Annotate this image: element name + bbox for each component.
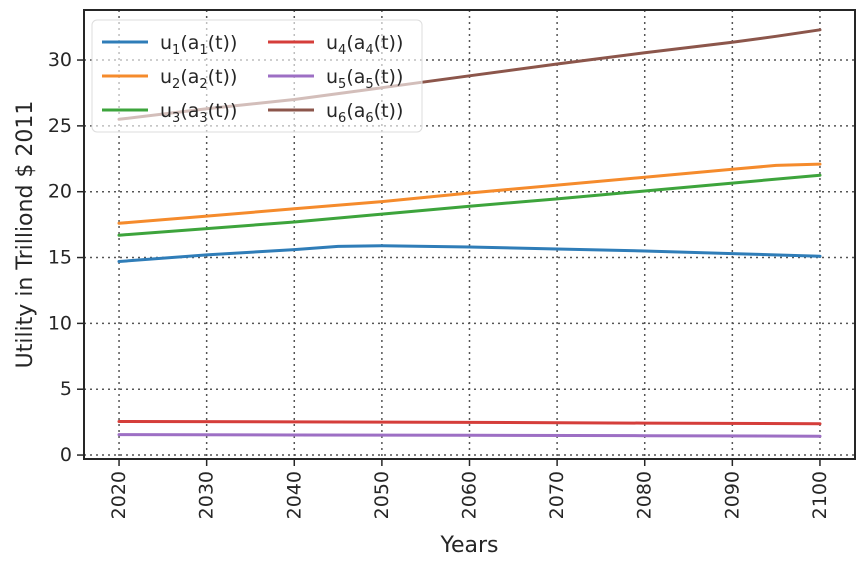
x-tick-label: 2020 bbox=[108, 471, 130, 519]
legend-entry-u4: u4(a4(t)) bbox=[326, 32, 403, 58]
y-axis-ticks: 0 5 10 15 20 25 30 bbox=[48, 49, 84, 466]
x-tick-label: 2100 bbox=[809, 471, 831, 519]
legend-entry-u6: u6(a6(t)) bbox=[326, 100, 403, 126]
legend-entry-u5: u5(a5(t)) bbox=[326, 66, 403, 92]
x-tick-label: 2070 bbox=[546, 471, 568, 519]
y-tick-label: 10 bbox=[48, 312, 72, 334]
series-line-u3 bbox=[117, 173, 822, 237]
y-tick-label: 5 bbox=[60, 378, 72, 400]
legend-entry-u1: u1(a1(t)) bbox=[160, 32, 237, 58]
y-axis-label: Utility in Trilliond $ 2011 bbox=[13, 101, 38, 369]
y-tick-label: 20 bbox=[48, 181, 72, 203]
x-axis-ticks: 2020 2030 2040 2050 2060 2070 2080 2090 2100 bbox=[108, 459, 831, 519]
x-tick-label: 2050 bbox=[371, 471, 393, 519]
series-line-u1 bbox=[117, 244, 822, 263]
x-tick-label: 2090 bbox=[721, 471, 743, 519]
legend-box bbox=[91, 19, 423, 133]
y-tick-label: 15 bbox=[48, 247, 72, 269]
y-tick-label: 0 bbox=[60, 444, 72, 466]
legend-entry-u3: u3(a3(t)) bbox=[160, 100, 237, 126]
y-tick-label: 30 bbox=[48, 49, 72, 71]
series-line-u5 bbox=[117, 433, 822, 438]
legend: u1(a1(t)) u2(a2(t)) u3(a3(t)) u4(a4(t)) u5(a… bbox=[91, 19, 423, 133]
x-tick-label: 2040 bbox=[283, 471, 305, 519]
legend-entry-u2: u2(a2(t)) bbox=[160, 66, 237, 92]
series-line-u4 bbox=[117, 420, 822, 426]
x-tick-label: 2030 bbox=[196, 471, 218, 519]
x-tick-label: 2080 bbox=[634, 471, 656, 519]
series-line-u2 bbox=[117, 162, 822, 225]
y-tick-label: 25 bbox=[48, 115, 72, 137]
x-tick-label: 2060 bbox=[459, 471, 481, 519]
grid bbox=[84, 10, 855, 459]
x-axis-label: Years bbox=[439, 533, 498, 558]
